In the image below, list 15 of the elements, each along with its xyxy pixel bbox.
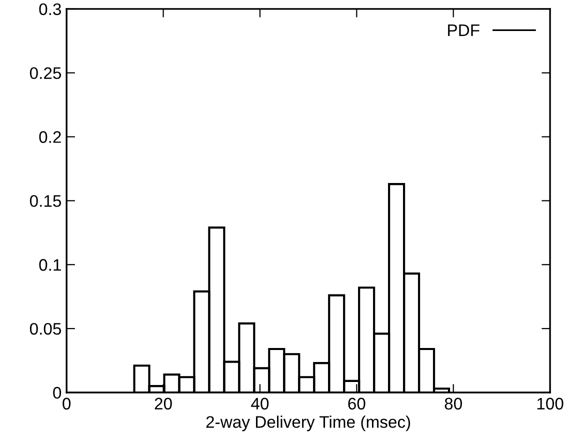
y-tick-label: 0.1 (39, 259, 61, 271)
x-tick-label: 40 (251, 398, 269, 410)
y-tick-label: 0.25 (30, 67, 62, 80)
y-tick-label: 0 (53, 386, 62, 399)
x-tick-label: 60 (348, 398, 366, 410)
x-tick-label: 100 (537, 398, 564, 410)
y-tick-label: 0.05 (30, 322, 62, 335)
x-tick-label: 0 (62, 398, 71, 410)
x-tick-label: 20 (154, 398, 172, 410)
y-tick-label: 0.3 (39, 3, 61, 16)
x-tick-label: 80 (444, 398, 462, 410)
x-axis-title: 2-way Delivery Time (msec) (206, 416, 410, 432)
y-tick-label: 0.15 (30, 195, 62, 207)
legend-label: PDF (448, 24, 480, 36)
y-tick-label: 0.2 (39, 131, 61, 143)
